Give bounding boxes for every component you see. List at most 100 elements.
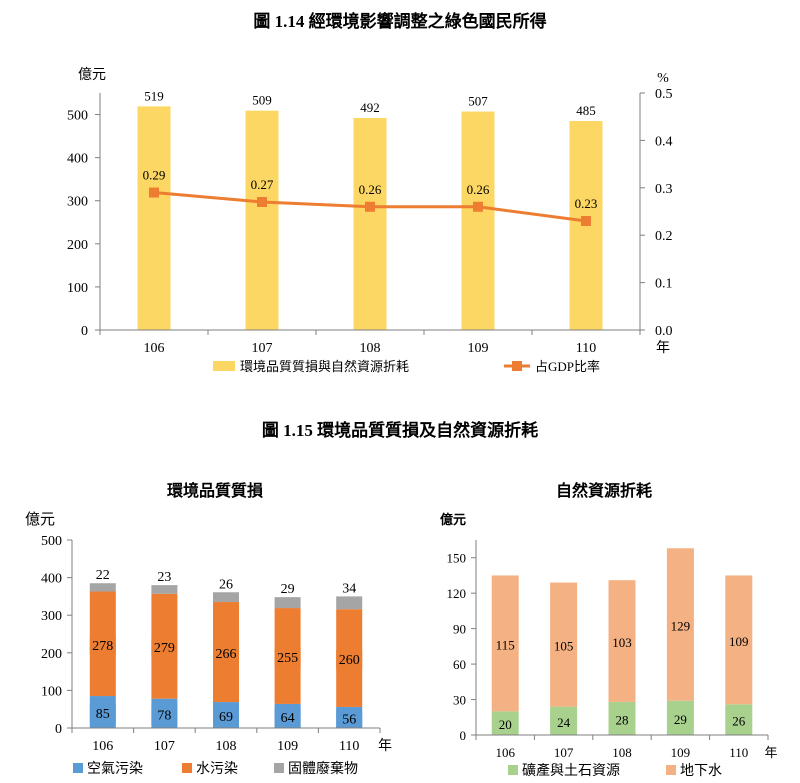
line-marker-fig114-110 (581, 215, 591, 226)
data-label-fig115a-108-1: 266 (216, 647, 237, 662)
right-tick-label-fig114: 0.2 (655, 229, 673, 244)
data-label-fig115a-109-1: 255 (277, 651, 298, 666)
line-label-fig114-106: 0.29 (143, 168, 166, 183)
data-label-fig115b-108-0: 28 (616, 712, 629, 727)
right-tick-label-fig114: 0.5 (655, 87, 673, 102)
left-tick-label-fig114: 300 (67, 195, 88, 210)
data-label-fig115b-107-0: 24 (557, 715, 571, 730)
legend-label-fig115a-0: 空氣污染 (87, 761, 143, 777)
data-label-fig115a-110-2: 34 (342, 581, 356, 596)
legend-label-line-fig114: 占GDP比率 (535, 359, 600, 374)
legend-swatch-marker-fig114 (512, 361, 522, 371)
data-label-fig115a-109-2: 29 (281, 582, 295, 597)
left-tick-label-fig114: 0 (81, 324, 88, 339)
bar-segment-fig115b-108-1 (608, 580, 636, 702)
x-tick-label-fig115b: 108 (612, 745, 632, 760)
line-marker-fig114-109 (473, 201, 483, 212)
x-unit-fig115b: 年 (764, 745, 777, 760)
data-label-fig115b-110-0: 26 (732, 714, 746, 729)
x-unit-fig115a: 年 (378, 738, 392, 754)
data-label-fig115b-107-1: 105 (554, 639, 574, 654)
data-label-fig115a-107-0: 78 (157, 708, 171, 723)
chart-fig114: 519 509 492 507 485 0 100 200 300 400 500 0.0 0.1 0.2… (67, 67, 673, 374)
line-label-fig114-109: 0.26 (467, 182, 490, 197)
bar-segment-fig115a-106-2 (89, 583, 116, 592)
legend-swatch-fig115a-1 (182, 763, 192, 773)
y-tick-label-fig115a: 500 (41, 534, 62, 549)
bar-segment-fig115a-110-2 (336, 596, 363, 610)
legend-swatch-fig115b-0 (508, 765, 518, 775)
bar-fig114-108 (353, 117, 387, 330)
bar-segment-fig115b-106-1 (491, 575, 519, 712)
y-tick-label-fig115a: 100 (41, 684, 62, 699)
data-label-bg-fig115a-108-0 (213, 707, 239, 727)
chart-title-fig115b: 自然資源折耗 (556, 481, 652, 500)
left-tick-label-fig114: 400 (67, 152, 88, 167)
right-tick-label-fig114: 0.3 (655, 182, 673, 197)
x-tick-label-fig115b: 110 (729, 745, 748, 760)
legend-label-fig115b-1: 地下水 (680, 763, 722, 779)
line-label-fig114-110: 0.23 (575, 196, 598, 211)
data-label-bg-fig115a-106-1 (89, 635, 116, 655)
right-tick-label-fig114: 0.0 (655, 324, 673, 339)
line-label-fig114-108: 0.26 (359, 182, 382, 197)
x-tick-label-fig115b: 107 (554, 745, 574, 760)
line-marker-fig114-107 (257, 197, 267, 208)
bar-segment-fig115b-106-0 (491, 711, 519, 735)
data-label-bg-fig115a-107-1 (151, 638, 178, 658)
bar-label-fig114-107: 509 (252, 93, 272, 108)
legend-label-fig115a-2: 固體廢棄物 (288, 760, 358, 777)
bar-label-fig114-108: 492 (360, 100, 380, 115)
bar-segment-fig115a-108-2 (213, 592, 239, 603)
data-label-bg-fig115a-109-1 (274, 647, 301, 667)
y-tick-label-fig115a: 300 (41, 609, 62, 624)
data-label-bg-fig115a-109-0 (274, 707, 301, 727)
bar-segment-fig115b-107-0 (550, 706, 578, 735)
legend-label-bars-fig114: 環境品質質損與自然資源折耗 (240, 359, 409, 374)
legend-label-fig115b-0: 礦產與土石資源 (522, 762, 620, 779)
data-label-bg-fig115a-110-1 (336, 650, 363, 670)
data-label-fig115a-108-2: 26 (219, 577, 233, 592)
bar-label-fig114-109: 507 (468, 94, 488, 109)
data-label-fig115b-109-1: 129 (671, 619, 691, 634)
data-label-fig115b-108-1: 103 (612, 635, 632, 650)
data-label-fig115a-108-0: 69 (219, 710, 233, 725)
legend-swatch-fig115b-1 (666, 765, 676, 775)
data-label-fig115b-109-0: 29 (674, 712, 687, 727)
bar-segment-fig115a-109-2 (274, 597, 301, 609)
y-tick-label-fig115b: 150 (447, 551, 467, 566)
figure-115-title: 圖 1.15 環境品質質損及自然資源折耗 (262, 420, 538, 440)
chart-title-fig115a: 環境品質質損 (167, 481, 264, 500)
figure-114-title: 圖 1.14 經環境影響調整之綠色國民所得 (253, 11, 546, 31)
y-tick-label-fig115b: 120 (447, 586, 467, 601)
legend-swatch-bars-fig114 (213, 361, 235, 371)
data-label-fig115a-110-0: 56 (342, 712, 356, 727)
data-label-fig115b-106-0: 20 (499, 717, 512, 732)
data-label-bg-fig115a-106-0 (89, 704, 116, 724)
x-tick-label-fig115a: 106 (92, 739, 113, 754)
line-marker-fig114-106 (149, 187, 159, 198)
y-tick-label-fig115b: 90 (453, 622, 466, 637)
bar-label-fig114-110: 485 (576, 103, 596, 118)
right-axis-unit-fig114: % (657, 71, 669, 86)
bar-label-fig114-106: 519 (144, 88, 164, 103)
x-tick-label-fig114: 106 (144, 341, 165, 356)
bar-segment-fig115b-108-0 (608, 701, 636, 735)
legend-label-fig115a-1: 水污染 (196, 761, 238, 777)
y-tick-label-fig115b: 30 (453, 693, 466, 708)
legend-swatch-fig115a-2 (274, 763, 284, 773)
x-tick-label-fig115a: 108 (216, 739, 237, 754)
bar-segment-fig115b-110-0 (725, 704, 753, 735)
y-tick-label-fig115a: 0 (55, 722, 62, 737)
left-tick-label-fig114: 500 (67, 109, 88, 124)
bar-segment-fig115b-110-1 (725, 575, 753, 705)
legend-swatch-fig115a-0 (73, 763, 83, 773)
x-tick-label-fig114: 110 (576, 341, 596, 356)
data-label-fig115a-106-2: 22 (96, 568, 110, 583)
x-tick-label-fig114: 109 (468, 341, 489, 356)
data-label-fig115a-106-1: 278 (92, 639, 113, 654)
